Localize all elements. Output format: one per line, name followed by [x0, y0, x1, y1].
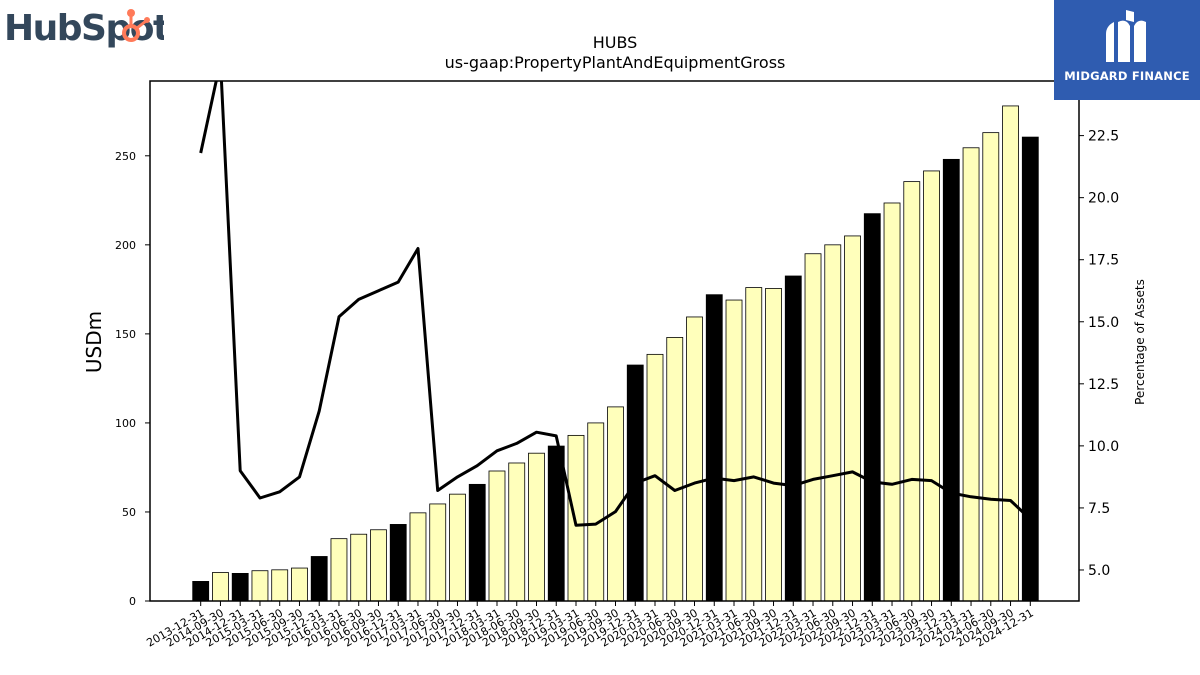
bar-2019-03-31 — [567, 434, 585, 602]
bar-2022-09-30 — [844, 235, 861, 602]
bar-2021-12-31 — [784, 275, 802, 602]
y2-tick-label: 22.5 — [1088, 129, 1119, 145]
bar-2021-09-30 — [765, 288, 782, 602]
bar-2015-06-30 — [271, 569, 289, 602]
bars-group — [192, 105, 1039, 602]
chart-subtitle: us-gaap:PropertyPlantAndEquipmentGross — [445, 53, 786, 72]
y-tick-label: 100 — [115, 417, 136, 430]
chart-title: HUBS — [593, 33, 638, 52]
bar-2018-12-31 — [547, 445, 565, 602]
y2-tick-label: 12.5 — [1088, 377, 1119, 393]
y-tick-label: 0 — [129, 595, 136, 608]
bar-2016-03-31 — [330, 538, 348, 602]
y2-tick-label: 15.0 — [1088, 315, 1119, 331]
bar-2015-12-31 — [310, 556, 328, 602]
y-tick-label: 50 — [122, 506, 136, 519]
y2-tick-label: 5.0 — [1088, 563, 1110, 579]
bar-2016-09-30 — [370, 529, 387, 602]
bar-2024-03-31 — [962, 147, 980, 602]
y2-tick-label: 7.5 — [1088, 501, 1110, 517]
bar-2014-09-30 — [212, 572, 229, 602]
bar-2024-06-30 — [982, 132, 1000, 602]
bar-2015-03-31 — [251, 570, 269, 602]
y2-tick-label: 20.0 — [1088, 191, 1119, 207]
bar-2020-06-30 — [666, 337, 684, 602]
y-axis-label: USDm — [82, 311, 106, 373]
bar-2021-06-30 — [745, 287, 763, 602]
bar-2018-09-30 — [528, 452, 545, 602]
bar-2018-06-30 — [508, 462, 526, 602]
midgard-finance-logo: MIDGARD FINANCE — [1054, 0, 1200, 100]
y2-tick-label: 17.5 — [1088, 253, 1119, 269]
midgard-mark-icon — [1106, 10, 1146, 63]
line-group — [199, 81, 1032, 527]
bar-2017-09-30 — [449, 493, 466, 602]
bar-2016-06-30 — [350, 533, 368, 602]
bar-2020-09-30 — [686, 316, 703, 602]
bar-2023-09-30 — [923, 170, 940, 602]
bar-2023-03-31 — [883, 202, 901, 602]
sprocket-icon — [122, 9, 150, 42]
bar-2017-12-31 — [468, 483, 486, 602]
bar-2013-12-31 — [192, 581, 210, 602]
y2-axis-label: Percentage of Assets — [1133, 279, 1147, 405]
bar-2022-06-30 — [824, 244, 842, 602]
bar-2022-03-31 — [804, 253, 822, 602]
y2-tick-label: 10.0 — [1088, 439, 1119, 455]
bar-2017-06-30 — [429, 503, 447, 602]
bar-2024-09-30 — [1002, 105, 1019, 602]
percentage-line — [199, 81, 1032, 527]
midgard-logo-text: MIDGARD FINANCE — [1064, 69, 1190, 83]
bar-2021-03-31 — [725, 299, 743, 602]
bar-2024-12-31 — [1021, 136, 1039, 602]
bar-2022-12-31 — [863, 213, 881, 602]
axes-group: 0 50 100 150 200 250 5.0 7.5 10.0 12.5 15.0 17.5 20.… — [115, 80, 1119, 650]
y-tick-label: 250 — [115, 150, 136, 163]
bar-2020-12-31 — [705, 294, 723, 602]
bar-2015-09-30 — [291, 567, 308, 602]
bar-2016-12-31 — [389, 524, 407, 602]
y-tick-label: 150 — [115, 328, 136, 341]
bar-2019-06-30 — [587, 422, 605, 602]
hubspot-logo: HubSpot — [4, 8, 164, 49]
bar-2023-12-31 — [942, 158, 960, 602]
plot-frame — [149, 80, 1080, 602]
bar-2014-12-31 — [231, 572, 249, 602]
bar-2023-06-30 — [903, 181, 921, 602]
bar-2017-03-31 — [409, 512, 427, 602]
y-tick-label: 200 — [115, 239, 136, 252]
bar-2018-03-31 — [488, 470, 506, 602]
hubspot-logo-text: HubSpot — [4, 8, 164, 49]
